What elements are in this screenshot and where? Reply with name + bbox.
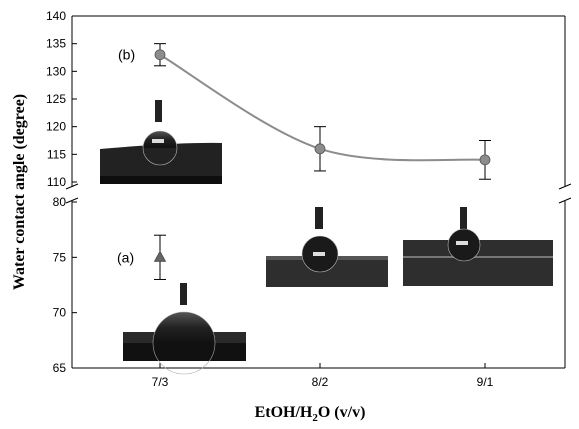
series-b-label: (b) [118,47,135,63]
y-tick-label: 125 [46,92,66,106]
x-ticks: 7/3 8/2 9/1 [152,363,494,389]
y-tick-label: 75 [53,250,67,264]
plot-frame [71,15,566,369]
x-tick-label: 7/3 [152,375,169,389]
droplet-photo-middle [266,207,388,287]
x-axis-title-main: EtOH/H [255,404,313,421]
x-tick-label: 8/2 [312,375,329,389]
data-point [314,143,326,155]
y-tick-label: 120 [46,120,66,134]
data-marks [153,43,491,280]
data-point [154,49,166,61]
y-tick-label: 130 [46,64,66,78]
y-tick-label: 70 [53,306,67,320]
axis-break-marks [65,183,572,204]
y-tick-label: 140 [46,9,66,23]
droplet-photo-lower-left [123,283,246,375]
x-axis-title: EtOH/H2O (v/v) [255,404,366,424]
data-point [153,250,167,262]
y-tick-label: 80 [53,195,67,209]
y-tick-label: 115 [47,147,66,161]
y-tick-label: 110 [47,175,66,189]
droplet-photo-right [403,207,553,286]
x-axis-title-tail: O (v/v) [318,404,366,421]
x-axis-title-sub: 2 [312,412,318,424]
y-axis-title: Water contact angle (degree) [11,94,28,290]
y-tick-label: 65 [53,361,67,375]
y-ticks: 110 115 120 125 130 135 140 65 70 75 80 [46,9,77,375]
series-a-label: (a) [117,249,134,265]
y-tick-label: 135 [46,37,66,51]
data-point [479,154,491,166]
x-tick-label: 9/1 [477,375,494,389]
droplet-photo-upper-left [100,100,222,184]
